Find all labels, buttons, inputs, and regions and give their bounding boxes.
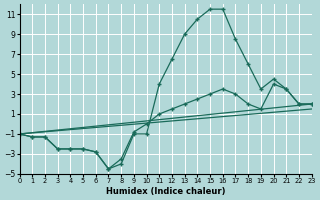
X-axis label: Humidex (Indice chaleur): Humidex (Indice chaleur) bbox=[106, 187, 225, 196]
